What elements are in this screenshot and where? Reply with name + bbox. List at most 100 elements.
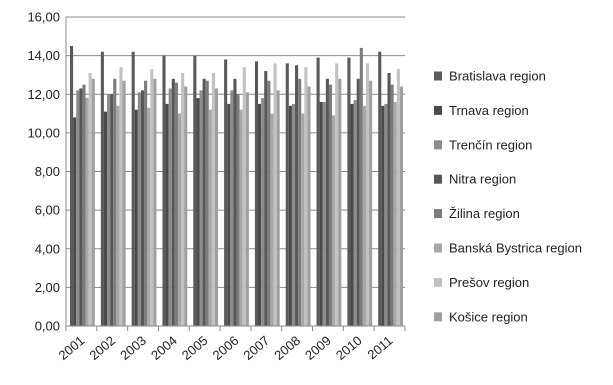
bar: [325, 78, 329, 326]
bar: [131, 51, 135, 326]
legend: Bratislava region Trnava region Trenčín re…: [434, 69, 582, 324]
bar: [270, 113, 274, 326]
bar: [288, 105, 292, 327]
bar: [384, 103, 388, 326]
bar: [134, 109, 138, 326]
y-tick-label: 10,00: [27, 125, 60, 140]
bar: [319, 101, 323, 326]
bar: [254, 61, 259, 326]
bar: [264, 71, 268, 326]
y-tick-label: 8,00: [35, 164, 60, 179]
bar: [181, 73, 185, 326]
legend-label: Nitra region: [449, 172, 516, 187]
bar: [165, 103, 169, 326]
x-tick-label: 2010: [333, 333, 365, 363]
legend-label: Trenčín region: [449, 137, 532, 152]
bar: [267, 80, 271, 326]
bar: [214, 88, 219, 326]
legend-swatch: [434, 312, 442, 322]
bar: [307, 86, 311, 327]
bar: [147, 107, 151, 326]
bar: [261, 98, 265, 326]
bar: [211, 73, 215, 326]
legend-label: Trnava region: [449, 103, 529, 118]
legend-label: Žilina region: [449, 206, 520, 221]
bar: [365, 63, 370, 326]
bar: [335, 63, 339, 326]
bar: [347, 57, 351, 327]
bar: [224, 59, 228, 327]
bar: [236, 94, 240, 326]
bar: [205, 80, 209, 326]
bar: [119, 67, 123, 327]
bar: [199, 90, 203, 326]
bar: [73, 117, 77, 326]
y-axis-tick-labels: 0,00 2,00 4,00 6,00 8,00 10,00 12,00 14,00 16,00: [27, 10, 60, 334]
x-tick-label: 2004: [148, 333, 180, 363]
bar: [171, 78, 175, 326]
bar: [177, 113, 182, 326]
y-tick-label: 0,00: [35, 319, 60, 334]
x-tick-label: 2005: [179, 333, 211, 363]
legend-swatch: [434, 140, 442, 150]
y-tick-label: 4,00: [35, 241, 60, 256]
bar: [298, 78, 302, 326]
x-tick-label: 2006: [210, 333, 242, 363]
bar: [100, 51, 104, 326]
y-tick-label: 12,00: [27, 87, 60, 102]
bar: [396, 69, 400, 327]
bar: [387, 73, 391, 326]
legend-label: Prešov region: [449, 275, 529, 290]
bar: [285, 63, 289, 326]
bar: [322, 101, 326, 326]
bar: [70, 45, 74, 326]
bar: [301, 113, 305, 326]
bar: [227, 103, 231, 326]
bar: [202, 78, 206, 326]
axes: [65, 17, 406, 331]
bar: [85, 98, 89, 326]
bar: [295, 65, 299, 326]
bar: [107, 94, 111, 326]
bar: [122, 80, 126, 326]
bar: [353, 100, 357, 326]
bar: [110, 94, 114, 326]
bar: [184, 86, 188, 327]
x-tick-label: 2008: [271, 333, 303, 363]
bar: [196, 98, 200, 326]
bar: [359, 47, 363, 327]
y-tick-label: 2,00: [35, 280, 60, 295]
x-tick-label: 2003: [117, 333, 149, 363]
bar: [153, 78, 157, 326]
bar: [338, 78, 342, 326]
x-tick-label: 2001: [56, 333, 88, 363]
bar: [103, 111, 108, 326]
x-axis-tick-labels: 2001 2002 2003 2004 2005 2006 2007 2008 2009 2010…: [56, 333, 396, 363]
bar: [332, 115, 336, 327]
legend-swatch: [434, 71, 442, 81]
bar: [168, 88, 172, 326]
bar: [79, 88, 83, 326]
legend-label: Košice region: [449, 309, 528, 324]
bar: [393, 101, 397, 326]
bar: [239, 109, 243, 326]
legend-swatch: [434, 105, 442, 115]
y-tick-label: 16,00: [27, 10, 60, 25]
bar: [390, 84, 394, 326]
bar: [82, 84, 86, 326]
bar: [162, 55, 166, 326]
bar: [350, 103, 354, 326]
legend-swatch: [434, 243, 442, 253]
bar: [304, 67, 308, 327]
bar: [399, 86, 403, 327]
bar: [328, 84, 333, 326]
legend-swatch: [434, 277, 442, 287]
bars: [70, 45, 403, 327]
bar: [174, 82, 178, 326]
x-tick-label: 2011: [364, 333, 395, 362]
bar: [362, 105, 366, 327]
bar: [230, 90, 234, 326]
bar: [116, 105, 120, 327]
